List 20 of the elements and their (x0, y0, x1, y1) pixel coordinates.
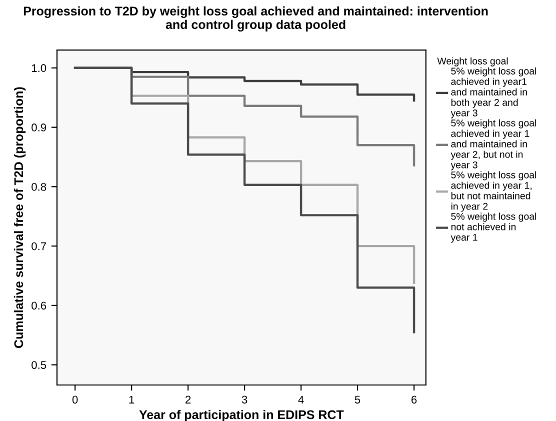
chart-title: Progression to T2D by weight loss goal achieved and maintained: intervention and control group data pooled (24, 6, 488, 32)
legend-label: 5% weight loss goal achieved in year 1 and maintained in year 2, but not in year 3 (450, 119, 536, 170)
y-tick-label: 0.7 (32, 242, 46, 250)
legend-label: 5% weight loss goal achieved in year1 and maintained in both year 2 and year 3 (450, 67, 536, 118)
legend-label: 5% weight loss goal not achieved in year 1 (450, 212, 536, 243)
y-tick-label: 0.9 (32, 124, 46, 132)
x-tick-label: 2 (186, 396, 191, 404)
y-tick-label: 0.8 (32, 182, 46, 191)
x-tick-label: 3 (242, 396, 248, 404)
legend-label: 5% weight loss goal achieved in year 1, but not maintained in year 2 (451, 171, 536, 212)
x-tick-label: 4 (298, 396, 304, 404)
x-tick-label: 0 (72, 396, 78, 404)
x-tick-label: 5 (354, 396, 360, 404)
y-axis-title: Cumulative survival free of T2D (proportion) (14, 87, 26, 348)
x-tick-label: 1 (129, 396, 134, 404)
legend-title: Weight loss goal (437, 57, 508, 66)
x-tick-label: 6 (412, 396, 417, 404)
y-tick-label: 1.0 (32, 64, 46, 72)
y-tick-label: 0.5 (32, 361, 46, 369)
y-tick-label: 0.6 (32, 302, 46, 310)
